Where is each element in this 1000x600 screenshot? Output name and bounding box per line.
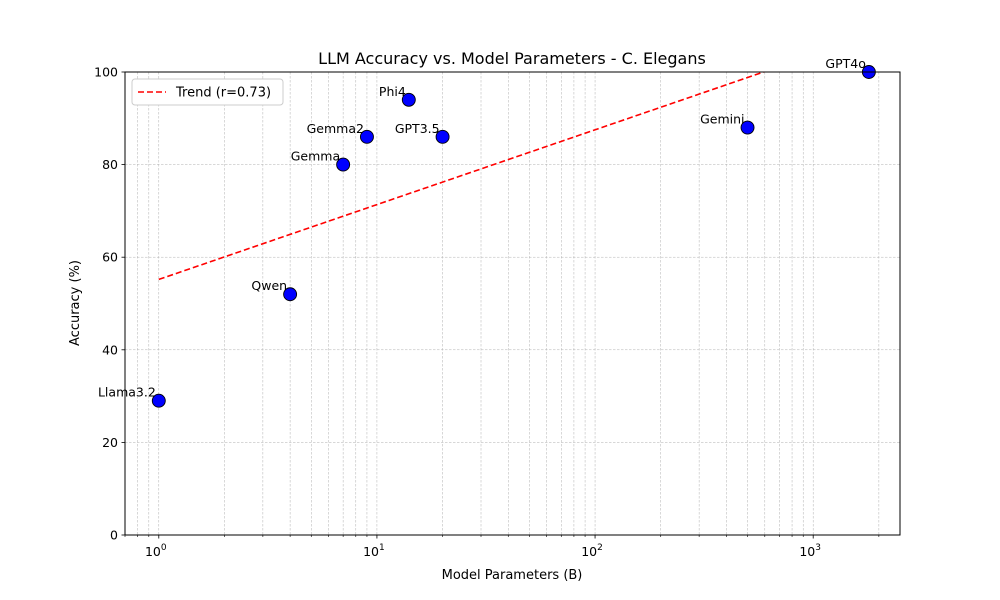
data-point — [151, 393, 166, 408]
x-tick-label: 101 — [363, 543, 385, 559]
x-tick-label: 102 — [581, 543, 603, 559]
data-point — [435, 129, 450, 144]
y-tick-label: 100 — [94, 65, 118, 80]
data-point — [359, 129, 374, 144]
points-layer: Llama3.2 Qwen Gemma Gemma2 Phi4 GPT3.5 Gemini G… — [98, 56, 876, 408]
legend-box — [131, 78, 284, 106]
data-point — [336, 157, 351, 172]
point-label: Gemma — [291, 149, 340, 164]
point-label: Gemma2 — [307, 121, 364, 136]
trend-line — [158, 72, 767, 281]
point-label: Llama3.2 — [98, 385, 156, 400]
legend-trend-label: Trend (r=0.73) — [175, 86, 271, 101]
trend-layer — [158, 72, 767, 281]
point-label: GPT4o — [825, 56, 865, 71]
data-point — [740, 120, 755, 135]
y-tick-label: 60 — [102, 250, 118, 265]
legend: Trend (r=0.73) — [131, 78, 284, 106]
grid-lines — [124, 71, 900, 536]
point-label: GPT3.5 — [395, 121, 440, 136]
y-tick-label: 0 — [110, 528, 118, 543]
axis-ticks: 0 20 40 60 80 100 100 101 102 103 — [94, 65, 880, 559]
point-label: Qwen — [251, 278, 287, 293]
y-tick-label: 80 — [102, 157, 118, 172]
plot-frame — [124, 71, 901, 536]
data-point — [283, 287, 298, 302]
y-tick-label: 40 — [102, 342, 118, 357]
point-label: Gemini — [700, 112, 744, 127]
chart-title: LLM Accuracy vs. Model Parameters - C. E… — [318, 49, 706, 68]
data-point — [401, 92, 416, 107]
y-tick-label: 20 — [102, 435, 118, 450]
x-tick-label: 103 — [799, 543, 821, 559]
y-axis-label: Accuracy (%) — [68, 260, 83, 346]
x-tick-label: 100 — [145, 543, 167, 559]
point-label: Phi4 — [379, 84, 406, 99]
x-axis-label: Model Parameters (B) — [442, 568, 583, 583]
